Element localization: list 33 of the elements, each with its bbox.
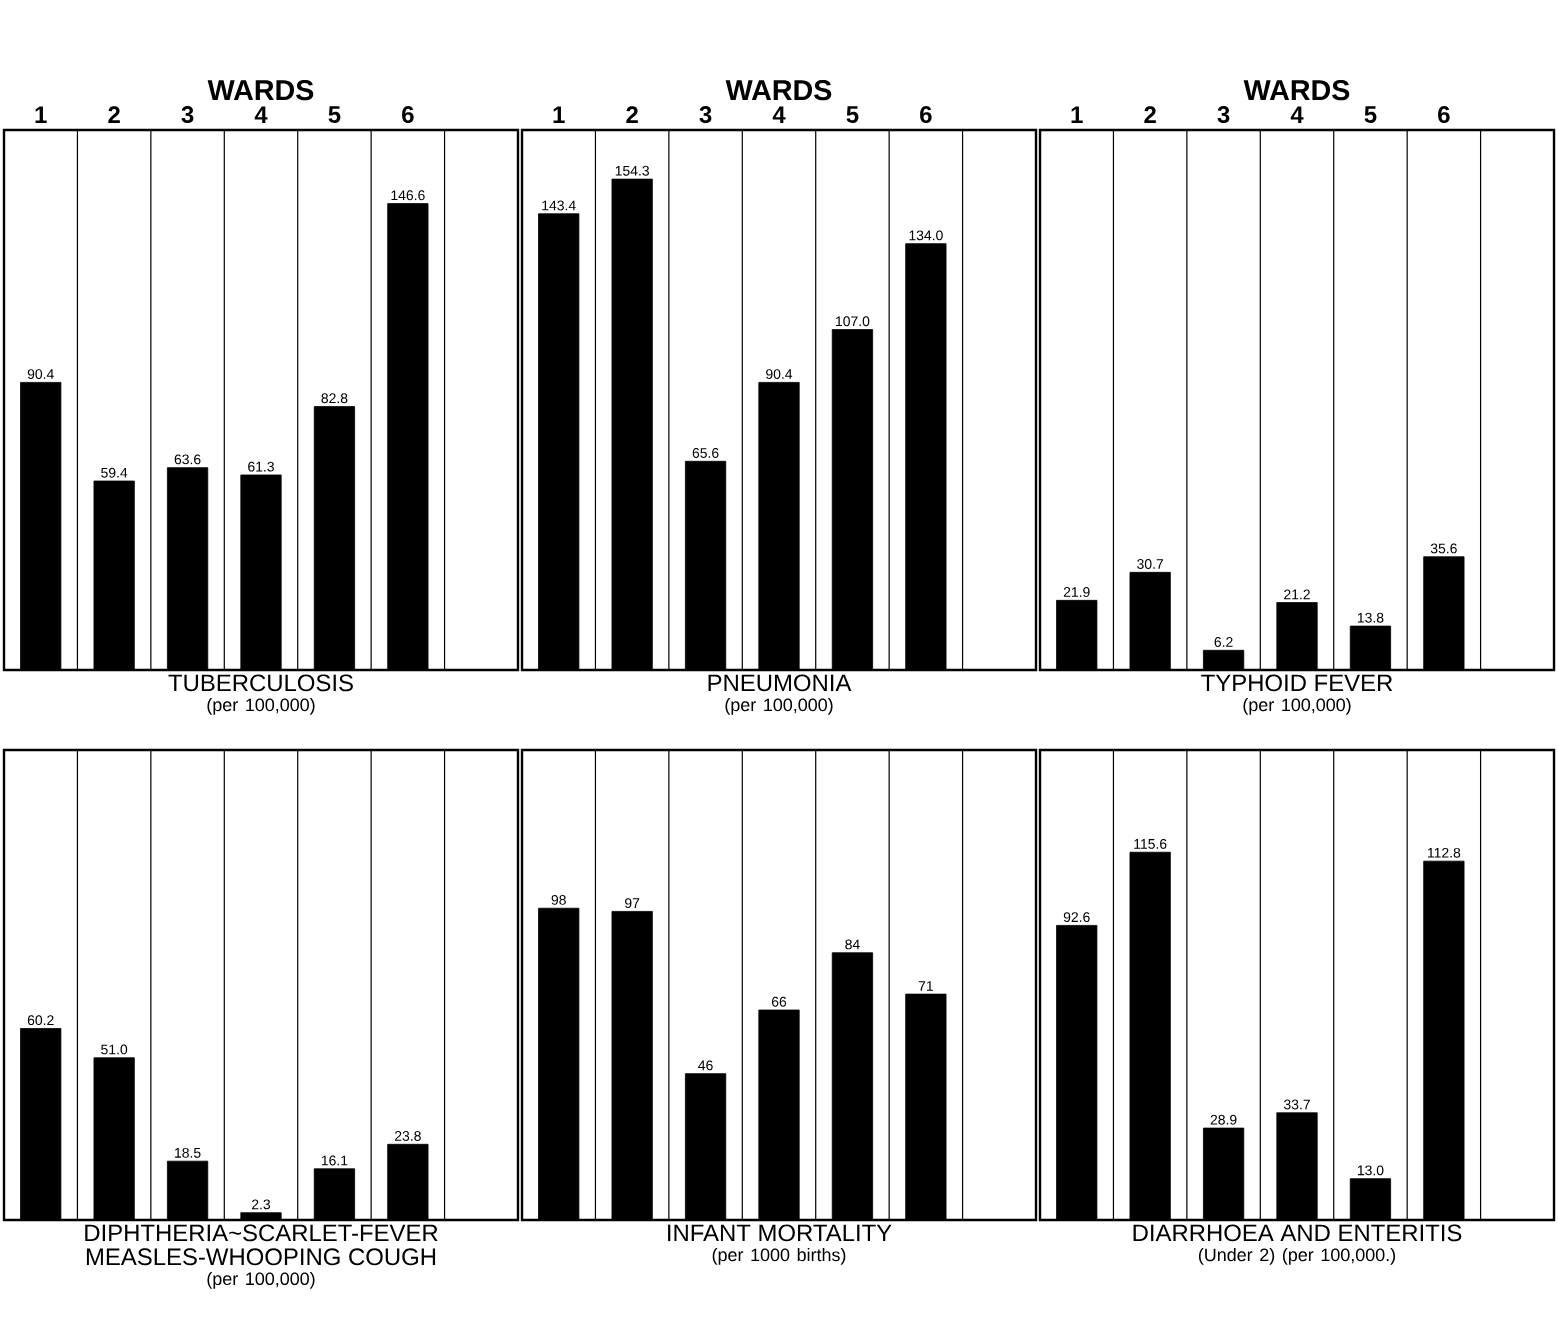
x-axis-title: WARDS xyxy=(207,80,314,101)
x-tick-label: 6 xyxy=(1438,106,1450,123)
text: (Under 2) (per 100,000.) xyxy=(1198,1248,1396,1265)
x-tick-label: 2 xyxy=(108,106,120,123)
x-tick-label: 6 xyxy=(402,106,414,123)
x-tick-label: 5 xyxy=(1364,106,1377,123)
x-axis-title: WARDS xyxy=(725,80,832,101)
text: TYPHOID FEVER xyxy=(1201,674,1393,692)
text: DIARRHOEA AND ENTERITIS xyxy=(1133,1224,1462,1242)
x-tick-label: 1 xyxy=(1071,106,1083,123)
x-tick-label: 4 xyxy=(772,106,786,123)
x-tick-label: 4 xyxy=(254,106,268,123)
text: (per 1000 births) xyxy=(712,1248,846,1265)
text: PNEUMONIA xyxy=(708,674,852,692)
x-tick-label: 3 xyxy=(1217,106,1230,123)
text: INFANT MORTALITY xyxy=(668,1224,892,1242)
text: TUBERCULOSIS xyxy=(168,674,353,692)
x-tick-label: 3 xyxy=(699,106,712,123)
text: (per 100,000) xyxy=(207,1271,315,1289)
x-tick-label: 6 xyxy=(920,106,932,123)
x-tick-label: 2 xyxy=(1144,106,1156,123)
text: (per 100,000) xyxy=(725,698,833,715)
x-tick-label: 2 xyxy=(626,106,638,123)
x-tick-label: 1 xyxy=(553,106,565,123)
x-tick-label: 5 xyxy=(846,106,859,123)
text: (per 100,000) xyxy=(1243,698,1351,715)
x-tick-label: 5 xyxy=(328,106,341,123)
x-tick-label: 4 xyxy=(1290,106,1304,123)
text: DIPHTHERIA~SCARLET-FEVER MEASLES-WHOOPING COUGH xyxy=(85,1224,438,1266)
text: (per 100,000) xyxy=(207,698,315,715)
x-tick-label: 1 xyxy=(35,106,47,123)
x-tick-label: 3 xyxy=(181,106,194,123)
x-axis-title: WARDS xyxy=(1243,80,1350,101)
